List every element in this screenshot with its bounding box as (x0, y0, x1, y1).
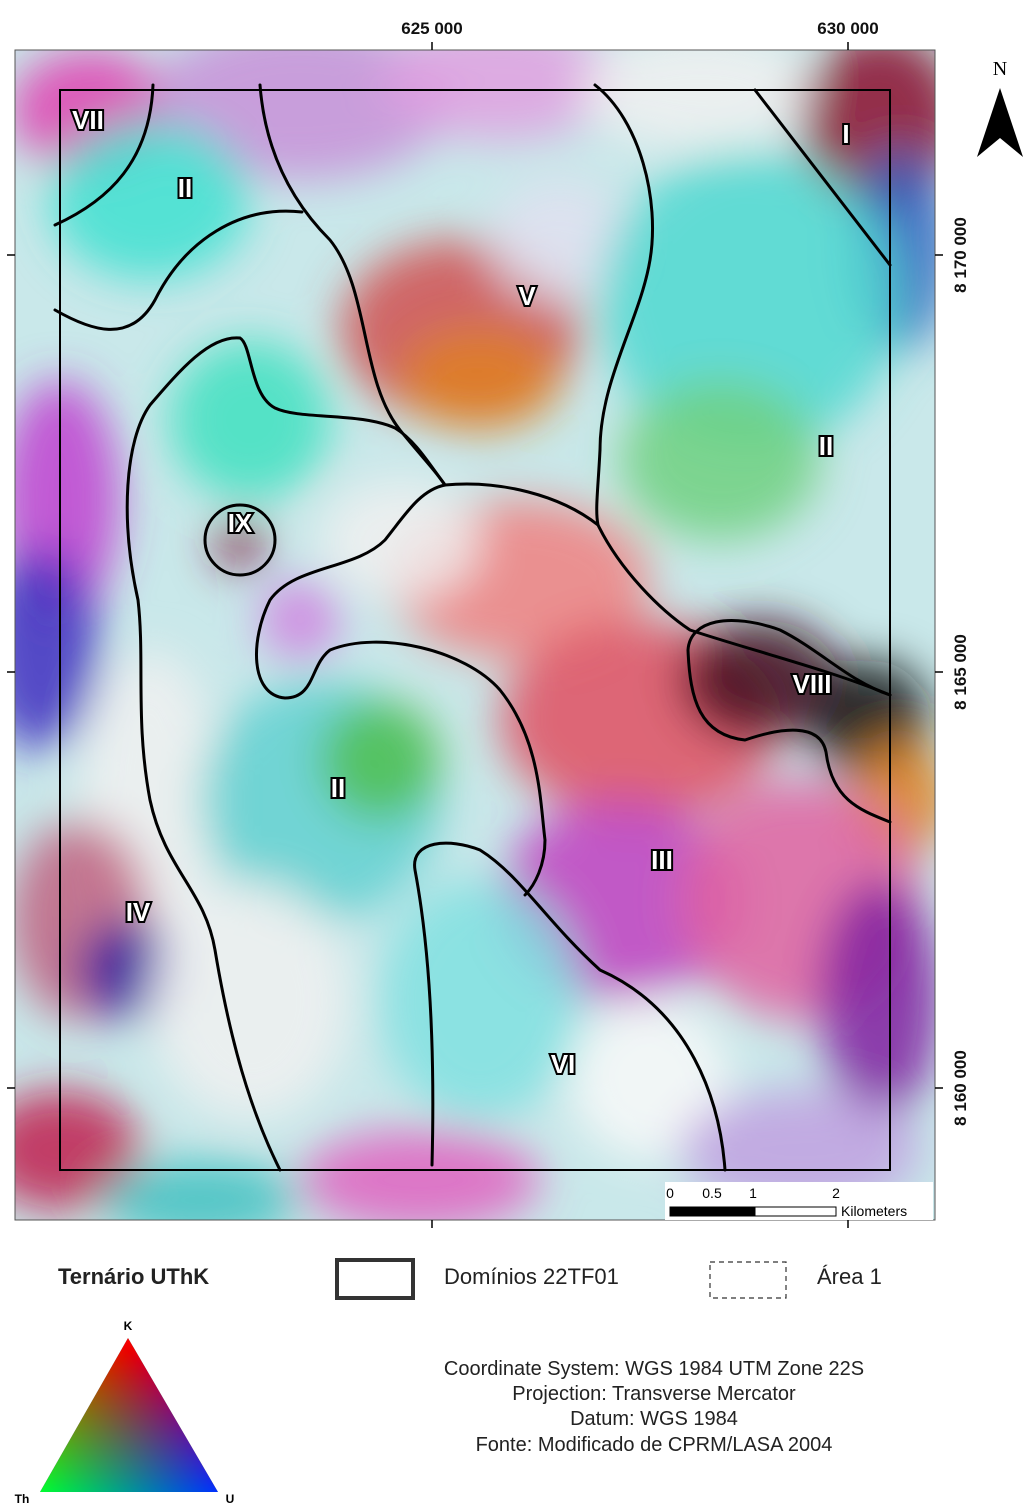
map-layout: 625 000 630 000 8 170 000 8 165 000 8 16… (0, 0, 1023, 1506)
ternary-vertex: U (226, 1492, 235, 1506)
x-coordinate: 625 000 (401, 19, 462, 38)
domain-label: IX (228, 508, 253, 538)
scale-label: 2 (832, 1185, 840, 1201)
raster-blob (320, 480, 480, 600)
scale-label: 0 (666, 1185, 674, 1201)
credit-line: Datum: WGS 1984 (570, 1408, 738, 1430)
credit-line: Coordinate System: WGS 1984 UTM Zone 22S (444, 1358, 864, 1380)
raster-blob (50, 120, 250, 280)
scale-label: 0.5 (702, 1185, 722, 1201)
x-coordinate: 630 000 (817, 19, 878, 38)
scale-label: 1 (749, 1185, 757, 1201)
credit-line: Projection: Transverse Mercator (512, 1383, 796, 1405)
raster-blob (380, 880, 580, 1120)
ternary-vertex: K (124, 1319, 133, 1333)
legend-domain-label: Domínios 22TF01 (444, 1264, 619, 1289)
y-coordinate: 8 160 000 (951, 1050, 970, 1126)
raster-blob (260, 580, 340, 660)
legend-area-symbol (710, 1262, 786, 1298)
domain-label: VI (551, 1049, 576, 1079)
legend-area-label: Área 1 (817, 1264, 882, 1289)
raster-blob (300, 1130, 540, 1230)
north-label: N (993, 58, 1007, 80)
legend-domain-symbol (337, 1260, 413, 1298)
raster-blob (150, 880, 350, 1120)
domain-label: II (178, 173, 192, 203)
scale-unit: Kilometers (841, 1203, 907, 1219)
page: Ternário UThK html, body { margin: 0; pa… (0, 0, 1023, 1506)
domain-label: II (331, 773, 345, 803)
scale-bar: 0 0.5 1 2 Kilometers (665, 1182, 933, 1220)
y-coordinate: 8 165 000 (951, 634, 970, 710)
credit-line: Fonte: Modificado de CPRM/LASA 2004 (476, 1434, 833, 1456)
ternary-vertex: Th (15, 1492, 30, 1506)
legend-title: Ternário UThK (58, 1264, 209, 1289)
ternary-raster (0, 20, 960, 1240)
y-coordinate: 8 170 000 (951, 217, 970, 293)
north-arrow (977, 88, 1023, 157)
domain-label: VIII (792, 669, 831, 699)
raster-blob (820, 880, 940, 1120)
domain-label: VII (72, 105, 104, 135)
domain-label: V (518, 281, 536, 311)
body: {"map": { "x_coordinates": ["625 000", "… (0, 0, 1023, 1506)
domain-label: II (819, 431, 833, 461)
domain-label: III (651, 845, 673, 875)
raster-blob (400, 330, 560, 430)
raster-blob (100, 1160, 300, 1240)
domain-label: I (842, 119, 849, 149)
raster-blob (620, 380, 820, 540)
domain-label: IV (126, 897, 151, 927)
ternary-triangle (40, 1338, 218, 1492)
